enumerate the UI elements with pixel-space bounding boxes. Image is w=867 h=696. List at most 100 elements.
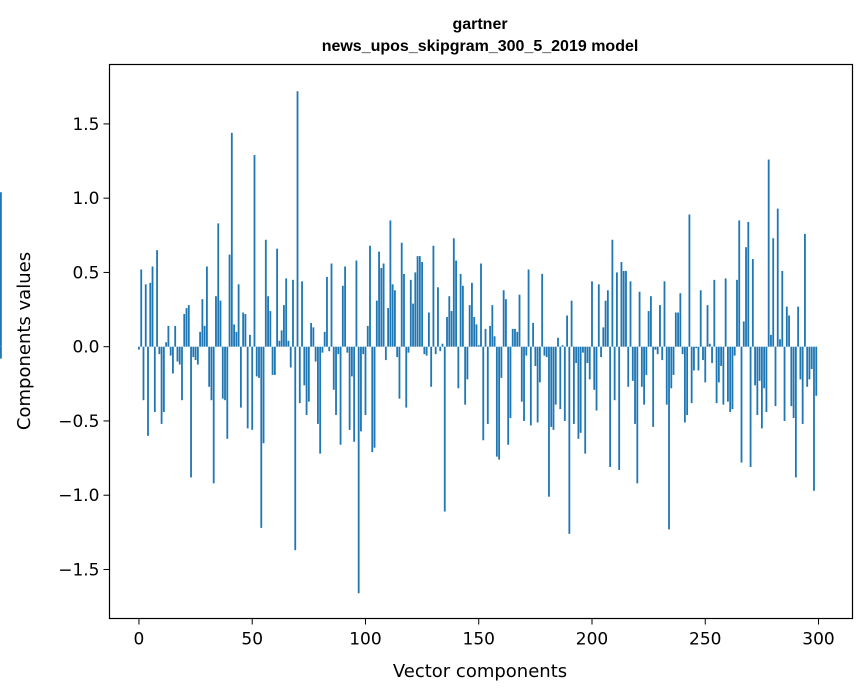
bar bbox=[543, 346, 546, 356]
bar bbox=[144, 284, 147, 347]
bar bbox=[172, 346, 174, 374]
bar bbox=[430, 346, 433, 387]
bar bbox=[756, 346, 759, 416]
bar bbox=[208, 346, 211, 387]
bar bbox=[452, 238, 455, 347]
bar bbox=[461, 285, 464, 347]
bar bbox=[285, 278, 288, 347]
bar bbox=[520, 346, 523, 402]
bar bbox=[382, 263, 385, 347]
bar bbox=[758, 346, 761, 381]
bar bbox=[475, 324, 478, 347]
bar bbox=[636, 346, 639, 484]
bar bbox=[708, 343, 711, 347]
bar bbox=[722, 346, 725, 405]
bar bbox=[570, 300, 573, 347]
bar bbox=[670, 346, 673, 389]
x-tick-label: 200 bbox=[576, 630, 608, 650]
bar bbox=[326, 276, 328, 347]
bar bbox=[634, 346, 636, 424]
bar bbox=[217, 223, 220, 347]
bar bbox=[713, 279, 716, 347]
bar bbox=[808, 346, 811, 380]
bar bbox=[507, 346, 510, 445]
bar bbox=[754, 346, 756, 386]
bar bbox=[258, 346, 260, 378]
bar bbox=[235, 331, 238, 347]
bar bbox=[192, 346, 195, 358]
bar bbox=[704, 346, 707, 383]
bar bbox=[661, 346, 664, 361]
bar bbox=[640, 346, 643, 387]
bar bbox=[210, 346, 213, 401]
bar bbox=[751, 259, 754, 347]
bar bbox=[595, 346, 598, 411]
bar bbox=[788, 315, 790, 347]
bar bbox=[332, 346, 335, 390]
bar bbox=[733, 346, 736, 356]
bar bbox=[638, 291, 641, 347]
bar bbox=[631, 346, 634, 381]
bar bbox=[668, 346, 670, 530]
bars-group bbox=[0, 91, 818, 594]
bar bbox=[697, 346, 700, 371]
bar bbox=[443, 346, 446, 512]
bar bbox=[731, 346, 734, 410]
y-tick-label: 0.5 bbox=[72, 263, 99, 283]
bar bbox=[330, 263, 333, 347]
x-tick-label: 100 bbox=[349, 630, 381, 650]
x-tick-label: 250 bbox=[689, 630, 721, 650]
bar bbox=[260, 346, 263, 528]
bar bbox=[797, 306, 800, 347]
bar bbox=[799, 346, 802, 380]
bar bbox=[353, 346, 356, 442]
bar bbox=[380, 267, 383, 347]
bar bbox=[403, 273, 405, 347]
bar bbox=[455, 260, 457, 347]
bar bbox=[239, 346, 242, 408]
bar bbox=[221, 346, 224, 399]
bar bbox=[516, 331, 519, 347]
bar bbox=[233, 324, 235, 347]
bar bbox=[185, 308, 188, 347]
bar bbox=[165, 342, 168, 347]
bar bbox=[586, 346, 589, 364]
bar bbox=[147, 346, 149, 436]
bar bbox=[457, 346, 460, 389]
x-tick-label: 300 bbox=[802, 630, 834, 650]
bar bbox=[158, 346, 161, 355]
bar bbox=[779, 339, 781, 347]
bar bbox=[364, 346, 367, 416]
bar bbox=[534, 346, 537, 367]
bar bbox=[459, 273, 462, 347]
bar bbox=[391, 284, 394, 347]
bar bbox=[169, 346, 172, 356]
bar bbox=[176, 346, 179, 362]
bar bbox=[563, 346, 566, 421]
bar bbox=[237, 284, 240, 347]
bar bbox=[579, 346, 582, 433]
bar bbox=[437, 287, 439, 347]
bar bbox=[514, 328, 516, 347]
x-tick-label: 50 bbox=[241, 630, 263, 650]
bar bbox=[804, 233, 806, 347]
bar bbox=[283, 305, 285, 347]
bar bbox=[629, 281, 632, 347]
x-tick-label: 0 bbox=[134, 630, 145, 650]
bar bbox=[548, 346, 550, 497]
bar bbox=[699, 290, 702, 347]
bar bbox=[160, 346, 163, 424]
bar bbox=[502, 290, 505, 347]
bar bbox=[695, 346, 698, 349]
bar bbox=[568, 346, 571, 534]
bar bbox=[740, 346, 743, 463]
bar bbox=[679, 293, 682, 347]
bar bbox=[511, 328, 514, 347]
bar bbox=[423, 346, 426, 355]
bar bbox=[566, 315, 568, 347]
bar bbox=[480, 263, 482, 347]
y-tick-label: −1.5 bbox=[58, 560, 99, 580]
bar bbox=[387, 308, 390, 347]
bar bbox=[681, 346, 684, 355]
